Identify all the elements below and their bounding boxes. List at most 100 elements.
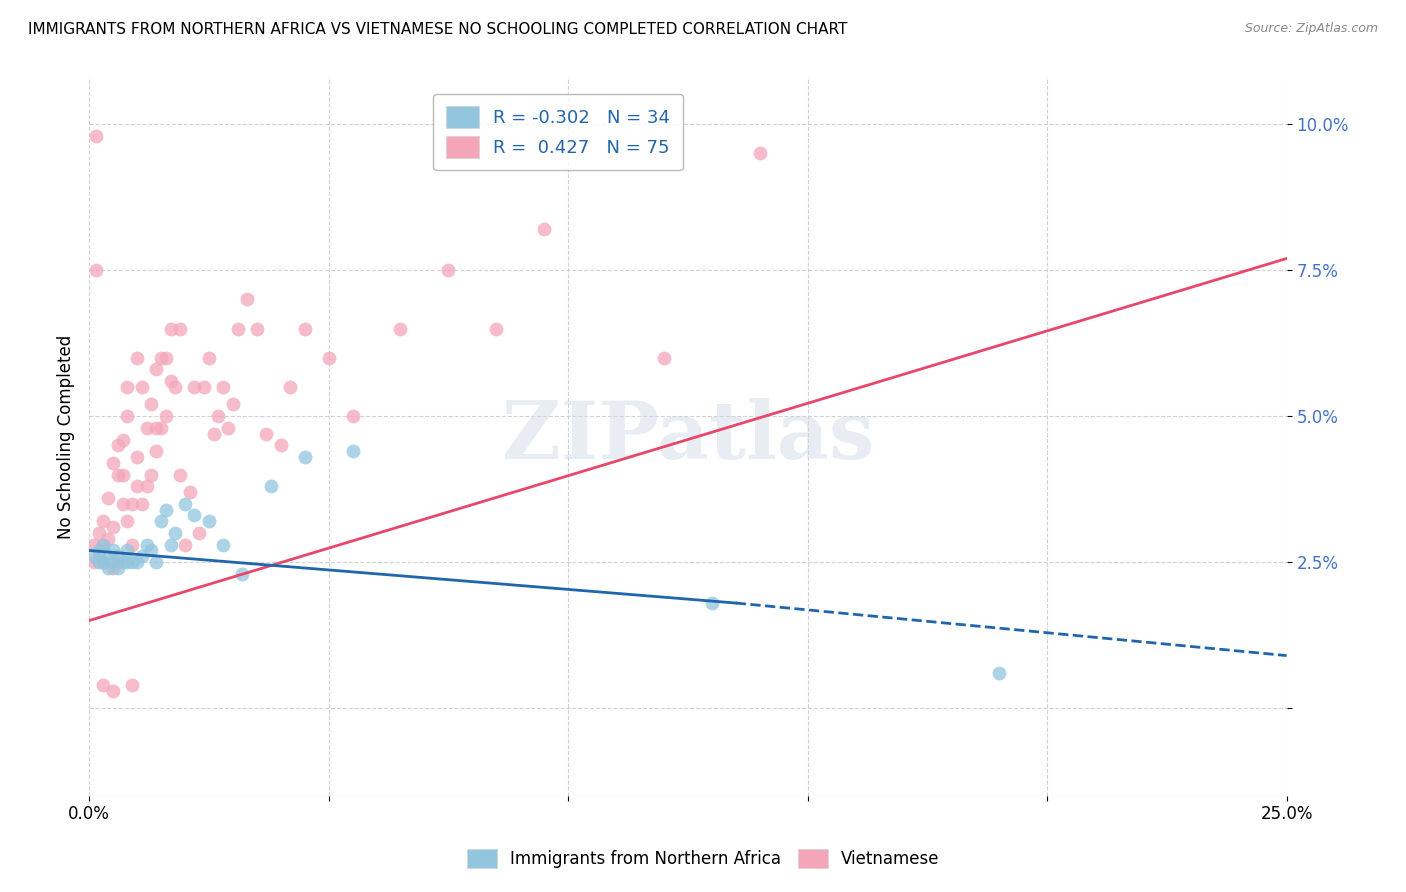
Point — [155, 409, 177, 424]
Point — [135, 538, 157, 552]
Point — [145, 421, 167, 435]
Point — [83, 538, 105, 552]
Point — [121, 538, 143, 552]
Point — [83, 555, 105, 569]
Point — [125, 351, 148, 365]
Point — [169, 467, 191, 482]
Point — [294, 321, 316, 335]
Point — [121, 678, 143, 692]
Point — [198, 351, 221, 365]
Point — [107, 438, 129, 452]
Point — [183, 508, 205, 523]
Point — [135, 421, 157, 435]
Point — [217, 421, 239, 435]
Point — [93, 514, 115, 528]
Point — [188, 525, 211, 540]
Point — [485, 321, 508, 335]
Point — [107, 561, 129, 575]
Point — [101, 543, 124, 558]
Legend: Immigrants from Northern Africa, Vietnamese: Immigrants from Northern Africa, Vietnam… — [460, 843, 946, 875]
Point — [165, 525, 187, 540]
Point — [131, 549, 153, 564]
Point — [87, 555, 110, 569]
Point — [93, 555, 115, 569]
Point — [97, 491, 120, 505]
Point — [169, 321, 191, 335]
Point — [278, 380, 301, 394]
Text: IMMIGRANTS FROM NORTHERN AFRICA VS VIETNAMESE NO SCHOOLING COMPLETED CORRELATION: IMMIGRANTS FROM NORTHERN AFRICA VS VIETN… — [28, 22, 848, 37]
Point — [111, 467, 134, 482]
Point — [93, 538, 115, 552]
Point — [145, 555, 167, 569]
Point — [183, 380, 205, 394]
Point — [87, 549, 110, 564]
Point — [342, 444, 364, 458]
Point — [193, 380, 215, 394]
Point — [131, 380, 153, 394]
Point — [260, 479, 283, 493]
Point — [117, 380, 139, 394]
Point — [246, 321, 269, 335]
Point — [231, 566, 253, 581]
Point — [988, 666, 1011, 681]
Point — [652, 351, 675, 365]
Point — [117, 409, 139, 424]
Point — [97, 561, 120, 575]
Point — [212, 380, 235, 394]
Text: Source: ZipAtlas.com: Source: ZipAtlas.com — [1244, 22, 1378, 36]
Point — [165, 380, 187, 394]
Point — [198, 514, 221, 528]
Point — [159, 321, 181, 335]
Point — [155, 502, 177, 516]
Point — [97, 532, 120, 546]
Point — [236, 293, 259, 307]
Point — [83, 549, 105, 564]
Point — [294, 450, 316, 464]
Point — [141, 467, 163, 482]
Point — [149, 351, 172, 365]
Point — [135, 479, 157, 493]
Point — [179, 485, 201, 500]
Point — [131, 497, 153, 511]
Point — [111, 497, 134, 511]
Point — [222, 397, 245, 411]
Point — [149, 421, 172, 435]
Point — [121, 497, 143, 511]
Point — [107, 467, 129, 482]
Point — [141, 543, 163, 558]
Point — [111, 433, 134, 447]
Point — [212, 538, 235, 552]
Point — [121, 555, 143, 569]
Point — [141, 397, 163, 411]
Point — [318, 351, 340, 365]
Point — [748, 146, 770, 161]
Point — [101, 561, 124, 575]
Point — [125, 555, 148, 569]
Point — [207, 409, 229, 424]
Point — [700, 596, 723, 610]
Point — [93, 538, 115, 552]
Point — [270, 438, 292, 452]
Point — [254, 426, 277, 441]
Point — [159, 374, 181, 388]
Point — [101, 683, 124, 698]
Point — [202, 426, 225, 441]
Text: ZIPatlas: ZIPatlas — [502, 398, 875, 475]
Point — [155, 351, 177, 365]
Point — [97, 549, 120, 564]
Point — [173, 497, 195, 511]
Point — [117, 514, 139, 528]
Point — [93, 678, 115, 692]
Point — [87, 525, 110, 540]
Point — [101, 456, 124, 470]
Point — [149, 514, 172, 528]
Point — [87, 543, 110, 558]
Point — [159, 538, 181, 552]
Point — [125, 479, 148, 493]
Point — [101, 520, 124, 534]
Y-axis label: No Schooling Completed: No Schooling Completed — [58, 334, 75, 539]
Point — [389, 321, 412, 335]
Point — [226, 321, 249, 335]
Point — [125, 450, 148, 464]
Point — [173, 538, 195, 552]
